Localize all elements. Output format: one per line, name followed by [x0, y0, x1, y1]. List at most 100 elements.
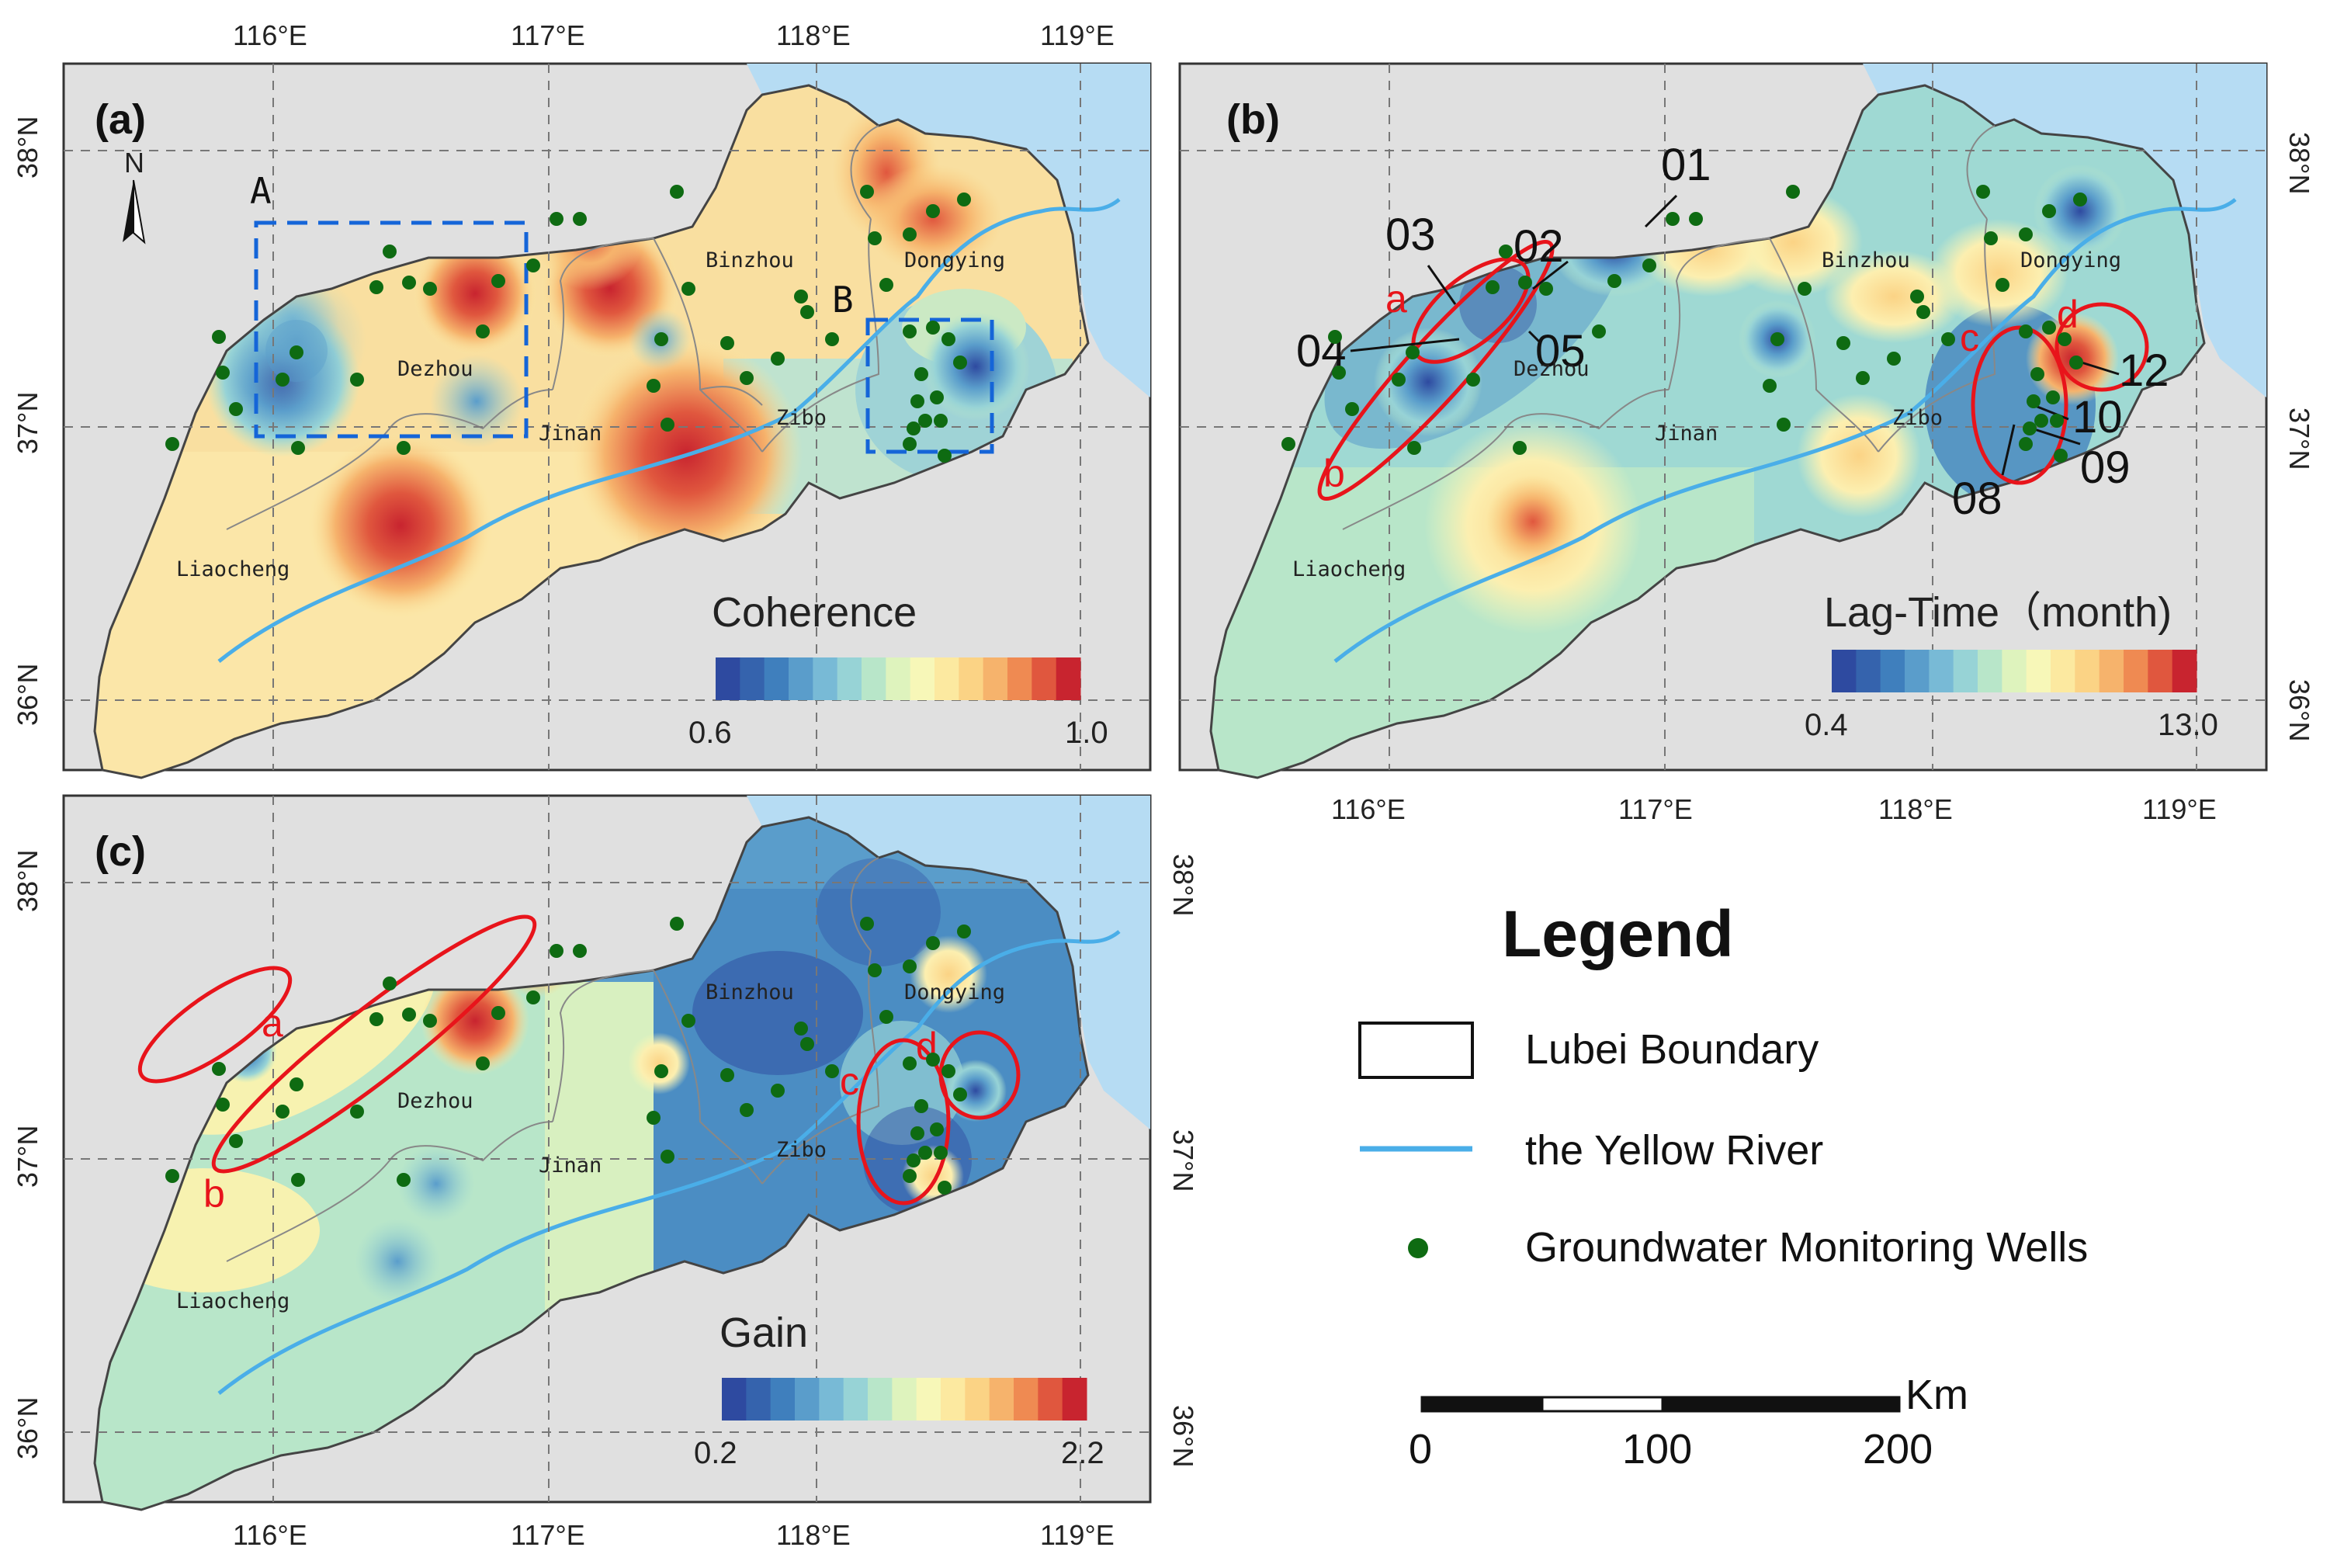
colorbar-c	[722, 1378, 1087, 1421]
well-10: 10	[2072, 392, 2123, 442]
monitoring-well	[165, 437, 179, 451]
legend-river-label: the Yellow River	[1525, 1127, 1823, 1174]
monitoring-well	[910, 1126, 924, 1140]
monitoring-well	[941, 1064, 955, 1078]
colorbar-segment	[965, 1378, 990, 1421]
panel-c: a b c d Binzhou Dongying Dezhou Jinan Zi…	[62, 794, 1152, 1511]
box-b	[865, 317, 994, 454]
yellow-river	[217, 198, 1121, 663]
c-lon-117: 117°E	[511, 1519, 585, 1551]
monitoring-well	[918, 414, 932, 428]
city-binzhou: Binzhou	[706, 248, 794, 272]
colorbar-segment	[1856, 650, 1881, 692]
monitoring-well	[350, 1105, 364, 1119]
monitoring-well	[526, 258, 540, 272]
monitoring-well	[350, 373, 364, 387]
monitoring-well	[397, 441, 411, 455]
colorbar-segment	[1929, 650, 1954, 692]
monitoring-well	[934, 414, 948, 428]
b-lat-38: 38°N	[2283, 132, 2315, 194]
c-lon-116: 116°E	[233, 1519, 307, 1551]
monitoring-well	[926, 936, 940, 950]
monitoring-well	[526, 990, 540, 1004]
monitoring-well	[938, 449, 952, 463]
b-lat-36: 36°N	[2283, 679, 2315, 741]
monitoring-well	[930, 1122, 944, 1136]
monitoring-well	[1887, 352, 1901, 366]
monitoring-well	[661, 1150, 674, 1164]
monitoring-well	[1770, 332, 1784, 346]
panel-b: a b c d 01 02 03 04 05 08 09 10 12 Binzh…	[1178, 62, 2268, 779]
monitoring-well	[647, 1111, 661, 1125]
monitoring-well	[1689, 212, 1703, 226]
city-zibo: Zibo	[776, 406, 827, 430]
monitoring-well	[957, 924, 971, 938]
city-dongying: Dongying	[904, 248, 1005, 272]
sea	[1863, 64, 2266, 397]
zone-b-ellipse	[211, 914, 537, 1174]
monitoring-well	[879, 1010, 893, 1024]
panel-b-tag: (b)	[1226, 96, 1280, 143]
a-lon-117: 117°E	[511, 19, 585, 51]
colorbar-segment	[722, 1378, 747, 1421]
zone-d-ellipse	[2054, 302, 2149, 392]
monitoring-well	[860, 917, 874, 931]
monitoring-well	[423, 282, 437, 296]
monitoring-well	[2034, 414, 2048, 428]
colorbar-segment	[959, 657, 984, 700]
wells-c	[165, 917, 971, 1195]
monitoring-well	[670, 185, 684, 199]
monitoring-well	[794, 1022, 808, 1036]
city-liaocheng: Liaocheng	[176, 557, 290, 581]
colorbar-segment	[770, 1378, 796, 1421]
monitoring-well	[879, 278, 893, 292]
monitoring-well	[1798, 282, 1812, 296]
monitoring-well	[1856, 371, 1870, 385]
colorbar-segment	[2002, 650, 2027, 692]
city-zibo: Zibo	[776, 1138, 827, 1162]
colorbar-segment	[789, 657, 813, 700]
colorbar-segment	[1007, 657, 1032, 700]
monitoring-well	[1916, 305, 1930, 319]
panel-a-ticks: 116°E 117°E 118°E 119°E 38°N 37°N 36°N	[12, 19, 1115, 726]
monitoring-well	[681, 282, 695, 296]
svg-text:N: N	[124, 147, 144, 179]
sea	[747, 796, 1150, 1129]
monitoring-well	[1407, 441, 1421, 455]
colorbar-segment	[2099, 650, 2124, 692]
monitoring-well	[1328, 330, 1342, 344]
monitoring-well	[573, 944, 587, 958]
colorbar-b	[1832, 650, 2197, 692]
monitoring-well	[291, 1173, 305, 1187]
monitoring-well	[903, 1169, 917, 1183]
monitoring-well	[914, 367, 928, 381]
monitoring-well	[914, 1099, 928, 1113]
monitoring-well	[1392, 373, 1406, 387]
city-dezhou: Dezhou	[397, 1089, 473, 1113]
monitoring-well	[647, 379, 661, 393]
zone-c-label: c	[840, 1060, 859, 1103]
colorbar-segment	[746, 1378, 772, 1421]
north-arrow: N	[123, 147, 146, 245]
c-lat-38-right: 38°N	[1167, 854, 1199, 916]
monitoring-well	[1984, 231, 1998, 245]
colorbar-a-title: Coherence	[712, 589, 917, 636]
monitoring-well	[2027, 394, 2041, 408]
monitoring-well	[938, 1181, 952, 1195]
monitoring-well	[926, 321, 940, 335]
colorbar-a-max: 1.0	[1065, 716, 1108, 750]
zone-c-ellipse	[1971, 325, 2068, 485]
monitoring-well	[2019, 324, 2033, 338]
colorbar-segment	[916, 1378, 941, 1421]
monitoring-well	[1607, 274, 1621, 288]
monitoring-well	[771, 352, 785, 366]
monitoring-well	[860, 185, 874, 199]
monitoring-well	[926, 204, 940, 218]
monitoring-well	[1406, 345, 1420, 359]
monitoring-well	[903, 227, 917, 241]
monitoring-well	[1466, 373, 1480, 387]
a-lon-119: 119°E	[1040, 19, 1115, 51]
panel-c-ticks: 116°E 117°E 118°E 119°E 38°N 37°N 36°N 3…	[12, 850, 1199, 1551]
monitoring-well	[910, 394, 924, 408]
monitoring-well	[165, 1169, 179, 1183]
